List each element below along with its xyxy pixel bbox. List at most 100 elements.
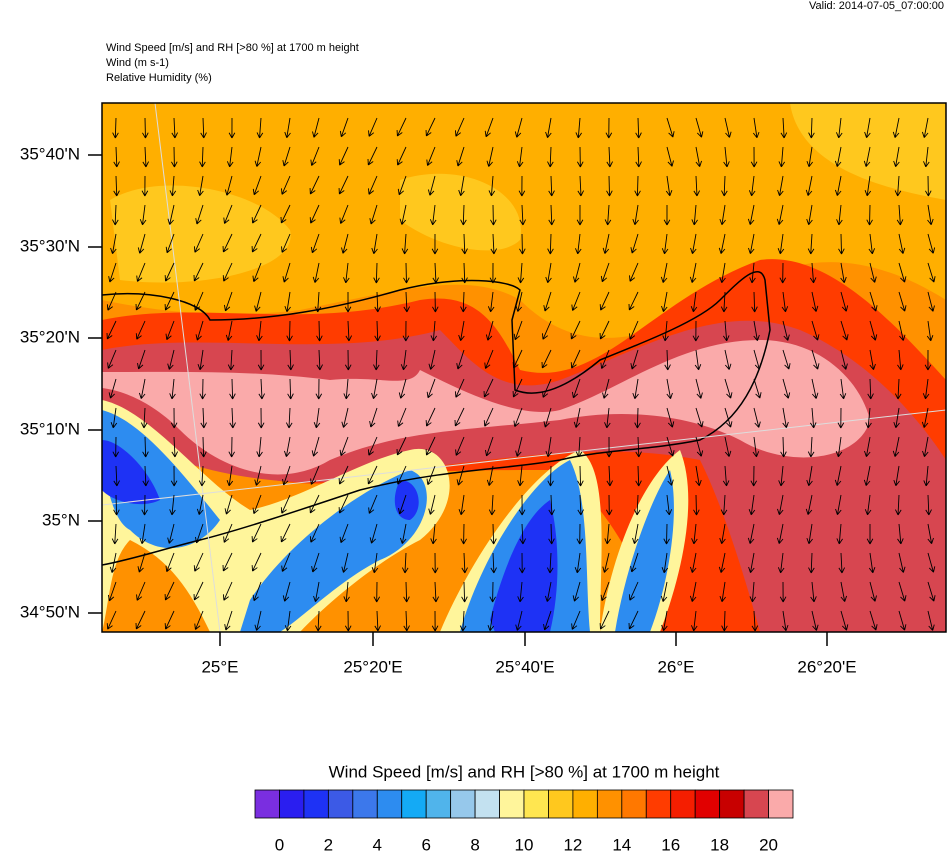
wind-arrow [666, 378, 673, 399]
wind-arrow [809, 407, 817, 429]
wind-arrow [135, 320, 146, 340]
wind-arrow [806, 204, 813, 225]
wind-arrow [630, 552, 639, 573]
wind-arrow [310, 233, 320, 254]
wind-arrow [431, 610, 439, 632]
wind-arrow [343, 262, 350, 284]
wind-arrow [518, 175, 526, 197]
wind-arrow [634, 175, 641, 197]
wind-arrow [690, 291, 698, 313]
wind-arrow [868, 233, 876, 255]
wind-arrow [368, 175, 378, 195]
wind-arrow [398, 494, 407, 515]
wind-arrow [661, 233, 669, 255]
wind-arrow [396, 146, 407, 166]
wind-arrow [634, 494, 641, 516]
wind-arrow [661, 610, 668, 631]
wind-arrow [167, 523, 175, 544]
wind-arrow [724, 349, 732, 370]
wind-arrow [692, 320, 700, 342]
wind-arrow [923, 465, 930, 487]
wind-arrow [251, 523, 262, 543]
wind-arrow [281, 175, 291, 195]
wind-arrow [460, 291, 467, 313]
wind-arrow [689, 552, 697, 573]
wind-arrow [748, 552, 755, 573]
wind-arrow [628, 291, 639, 311]
wind-arrow [339, 117, 349, 138]
wind-arrow [926, 320, 934, 342]
wind-arrow [604, 407, 611, 429]
colorbar-swatch [694, 789, 721, 819]
wind-arrow [227, 349, 235, 371]
wind-arrow [199, 378, 206, 400]
wind-arrow [519, 523, 527, 545]
wind-arrow [403, 291, 410, 313]
wind-arrow [108, 262, 117, 283]
wind-arrow [456, 349, 465, 370]
wind-arrow [724, 378, 733, 399]
wind-arrow [776, 523, 784, 544]
wind-arrow [572, 581, 581, 602]
wind-arrow [486, 146, 494, 167]
wind-arrow [254, 610, 262, 631]
wind-arrow [171, 117, 178, 139]
wind-arrow [396, 465, 407, 485]
colorbar-swatch [352, 789, 378, 819]
wind-arrow [689, 262, 697, 283]
wind-arrow [371, 552, 379, 574]
wind-arrow [781, 291, 789, 313]
colorbar-swatch [450, 789, 476, 819]
wind-arrow [313, 581, 320, 602]
wind-arrow [254, 146, 262, 167]
wind-arrow [398, 378, 407, 399]
wind-arrow [369, 523, 378, 544]
wind-arrow [430, 523, 437, 545]
wind-arrow [338, 146, 349, 166]
wind-arrow [721, 610, 728, 632]
wind-arrow [749, 262, 756, 284]
wind-arrow [837, 407, 845, 429]
wind-arrow [488, 175, 496, 197]
colorbar-swatch [719, 789, 745, 819]
wind-arrow [548, 204, 555, 226]
wind-arrow [546, 552, 554, 574]
wind-arrow [779, 581, 787, 603]
wind-arrow [483, 378, 494, 398]
wind-arrow [432, 291, 439, 313]
wind-arrow [602, 552, 610, 573]
wind-arrow [724, 407, 733, 428]
wind-arrow [484, 349, 494, 369]
wind-arrow [606, 175, 613, 197]
wind-arrow [197, 349, 205, 371]
map-field [102, 103, 946, 632]
wind-arrow [543, 610, 552, 631]
wind-arrow [137, 349, 146, 370]
wind-arrow [747, 523, 755, 544]
wind-arrow [427, 175, 436, 196]
colorbar-swatch [376, 789, 403, 819]
colorbar-swatch [621, 789, 647, 819]
lat-label: 34°50'N [20, 602, 80, 621]
wind-arrow [167, 349, 175, 370]
wind-arrow [251, 552, 262, 572]
wind-arrow [490, 204, 497, 226]
wind-arrow [898, 552, 906, 573]
wind-arrow [811, 320, 820, 341]
wind-arrow [605, 494, 613, 516]
wind-arrow [165, 552, 175, 572]
wind-arrow [574, 552, 582, 574]
wind-arrow [454, 378, 465, 398]
wind-arrow [834, 175, 842, 196]
wind-arrow [694, 349, 702, 371]
wind-arrow [199, 146, 206, 168]
wind-arrow [898, 610, 907, 631]
wind-arrow [834, 146, 842, 167]
wind-arrow [112, 204, 119, 226]
colorbar-swatch [523, 789, 549, 819]
wind-arrow [600, 581, 610, 602]
wind-arrow [399, 523, 407, 544]
wind-arrow [169, 175, 177, 197]
wind-arrow [490, 523, 497, 545]
